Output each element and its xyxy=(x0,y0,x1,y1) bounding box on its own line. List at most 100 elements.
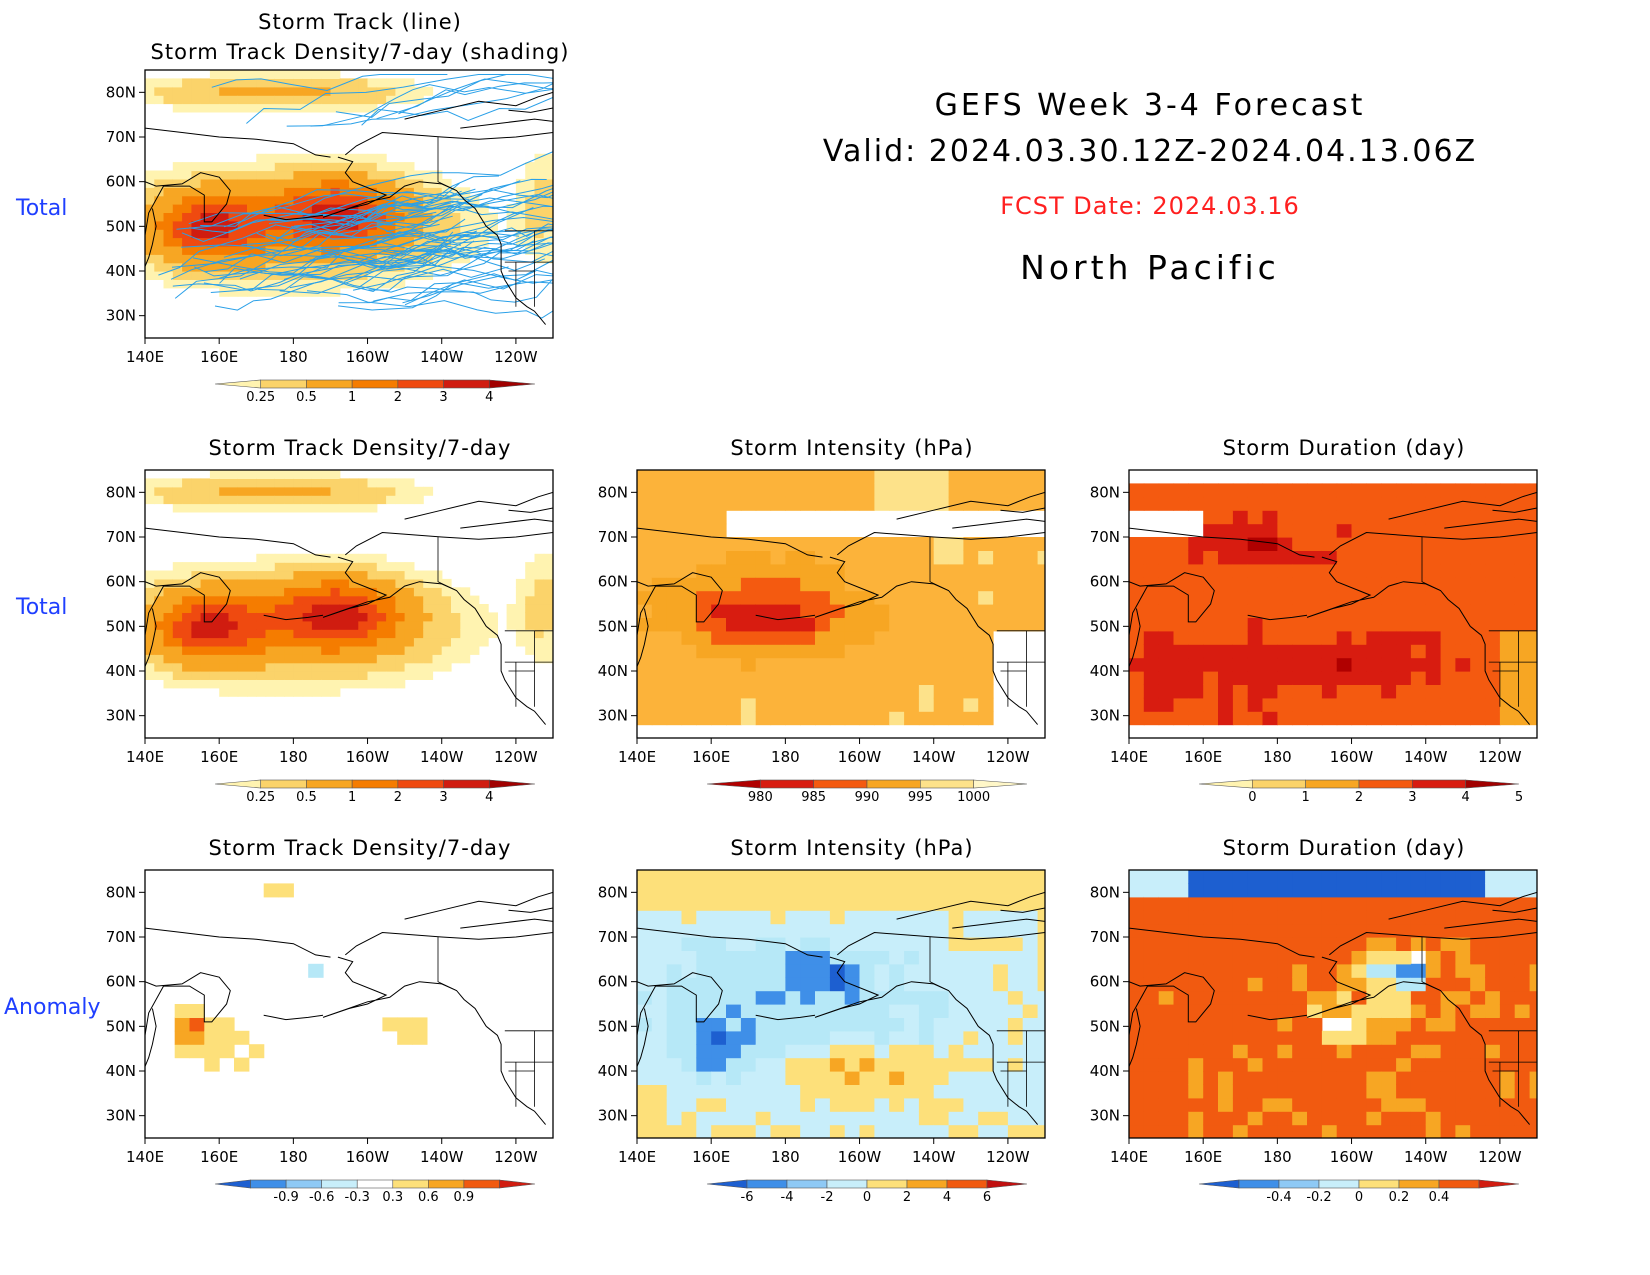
coastlines xyxy=(637,491,1045,725)
lat-tick-label: 60N xyxy=(106,573,136,591)
lat-tick-label: 60N xyxy=(106,973,136,991)
map-field xyxy=(1129,483,1537,726)
map-frame xyxy=(144,469,554,739)
lat-tick-label: 40N xyxy=(106,662,136,680)
colorbar-label: 1 xyxy=(1302,790,1310,805)
map-field xyxy=(1129,870,1537,1138)
colorbar-label: 4 xyxy=(485,390,493,405)
lon-tick-label: 140E xyxy=(618,748,656,766)
colorbar-label: -4 xyxy=(781,1190,794,1205)
lon-tick-label: 140E xyxy=(1110,748,1148,766)
lon-tick-label: 140E xyxy=(126,1148,164,1166)
lon-tick-label: 120W xyxy=(494,348,538,366)
lon-tick-label: 140E xyxy=(126,748,164,766)
colorbar: 0.25 0.5 1 2 3 4 xyxy=(214,379,536,405)
region-name: North Pacific xyxy=(1020,248,1280,287)
lat-tick-label: 60N xyxy=(1090,973,1120,991)
lon-tick-label: 160W xyxy=(1330,1148,1374,1166)
panel-title: Storm Track Density/7-day xyxy=(208,836,512,860)
map-frame xyxy=(144,69,554,339)
colorbar-label: 0.9 xyxy=(454,1190,475,1205)
panel-track-total: Storm Track (line) Storm Track Density/7… xyxy=(100,8,620,418)
lat-tick-label: 70N xyxy=(106,928,136,946)
colorbar-label: 6 xyxy=(983,1190,991,1205)
panel-title: Storm Track Density/7-day xyxy=(208,436,512,460)
panel-title: Storm Duration (day) xyxy=(1222,436,1466,460)
lat-tick-label: 80N xyxy=(598,883,628,901)
lat-tick-label: 30N xyxy=(598,1107,628,1125)
map-field xyxy=(637,470,1045,726)
lon-tick-label: 140W xyxy=(912,748,956,766)
colorbar-label: 3 xyxy=(439,790,447,805)
lon-tick-label: 180 xyxy=(1263,748,1292,766)
coastlines xyxy=(145,91,553,325)
lat-tick-label: 40N xyxy=(598,1062,628,1080)
lat-tick-label: 50N xyxy=(1090,617,1120,635)
coastlines xyxy=(637,891,1045,1125)
lon-tick-label: 140W xyxy=(420,748,464,766)
colorbar-label: 0.25 xyxy=(246,790,275,805)
lat-tick-label: 70N xyxy=(106,128,136,146)
map-frame xyxy=(144,869,554,1139)
lat-tick-label: 30N xyxy=(1090,1107,1120,1125)
colorbar: -0.9 -0.6 -0.3 0.3 0.6 0.9 xyxy=(214,1179,536,1205)
colorbar-label: 2 xyxy=(394,790,402,805)
lat-tick-label: 50N xyxy=(598,1017,628,1035)
lon-tick-label: 160E xyxy=(692,1148,730,1166)
lat-tick-label: 30N xyxy=(106,707,136,725)
lon-tick-label: 180 xyxy=(771,748,800,766)
lat-tick-label: 80N xyxy=(106,883,136,901)
lat-tick-label: 50N xyxy=(1090,1017,1120,1035)
colorbar: 0.25 0.5 1 2 3 4 xyxy=(214,779,536,805)
lat-tick-label: 40N xyxy=(106,262,136,280)
colorbar-label: 1 xyxy=(348,390,356,405)
panel-title-line1: Storm Track (line) xyxy=(258,10,462,34)
colorbar-label: 0.25 xyxy=(246,390,275,405)
lon-tick-label: 160E xyxy=(1184,748,1222,766)
lat-tick-label: 80N xyxy=(598,483,628,501)
map-frame xyxy=(1128,469,1538,739)
lat-tick-label: 40N xyxy=(598,662,628,680)
lon-tick-label: 160W xyxy=(1330,748,1374,766)
lon-tick-label: 160E xyxy=(1184,1148,1222,1166)
lon-tick-label: 140E xyxy=(126,348,164,366)
panel-density-anomaly: Storm Track Density/7-day 140E 160E 180 160… xyxy=(100,808,620,1218)
panel-title: Storm Intensity (hPa) xyxy=(730,836,974,860)
colorbar-label: -6 xyxy=(741,1190,754,1205)
map-frame xyxy=(636,469,1046,739)
lat-tick-label: 40N xyxy=(1090,662,1120,680)
colorbar: -0.4 -0.2 0 0.2 0.4 xyxy=(1198,1179,1520,1205)
colorbar-label: 985 xyxy=(801,790,826,805)
lat-tick-label: 50N xyxy=(106,617,136,635)
lon-tick-label: 120W xyxy=(494,1148,538,1166)
colorbar-label: 3 xyxy=(439,390,447,405)
map-svg: 140E 160E 180 160W 140W 120W 30N 40N 50N 60N 70N 80… xyxy=(1090,469,1538,805)
lat-tick-label: 40N xyxy=(106,1062,136,1080)
map-svg: 140E 160E 180 160W 140W 120W 30N 40N 50N 60N 70N 80… xyxy=(106,69,554,405)
lat-tick-label: 70N xyxy=(1090,528,1120,546)
colorbar-label: 5 xyxy=(1515,790,1523,805)
panel-intensity-total: Storm Intensity (hPa) 140E 160E 180 160W 140… xyxy=(592,408,1112,818)
storm-tracks xyxy=(158,74,553,319)
lon-tick-label: 120W xyxy=(986,1148,1030,1166)
colorbar: 0 1 2 3 4 5 xyxy=(1198,779,1523,805)
lon-tick-label: 160E xyxy=(200,1148,238,1166)
colorbar-label: 4 xyxy=(485,790,493,805)
lat-tick-label: 80N xyxy=(1090,883,1120,901)
lat-tick-label: 30N xyxy=(598,707,628,725)
colorbar-label: 990 xyxy=(855,790,880,805)
panel-density-total: Storm Track Density/7-day 140E 160E 180 160… xyxy=(100,408,620,818)
lon-tick-label: 140W xyxy=(420,1148,464,1166)
lat-tick-label: 70N xyxy=(598,928,628,946)
colorbar-label: 2 xyxy=(394,390,402,405)
lat-tick-label: 60N xyxy=(598,573,628,591)
lon-tick-label: 160W xyxy=(838,1148,882,1166)
colorbar-label: -0.6 xyxy=(309,1190,334,1205)
lon-tick-label: 140W xyxy=(1404,1148,1448,1166)
lat-tick-label: 30N xyxy=(106,307,136,325)
map-frame xyxy=(636,869,1046,1139)
map-svg: 140E 160E 180 160W 140W 120W 30N 40N 50N 60N 70N 80… xyxy=(598,869,1046,1205)
coastlines xyxy=(1129,491,1537,725)
lat-tick-label: 30N xyxy=(106,1107,136,1125)
lat-tick-label: 60N xyxy=(598,973,628,991)
